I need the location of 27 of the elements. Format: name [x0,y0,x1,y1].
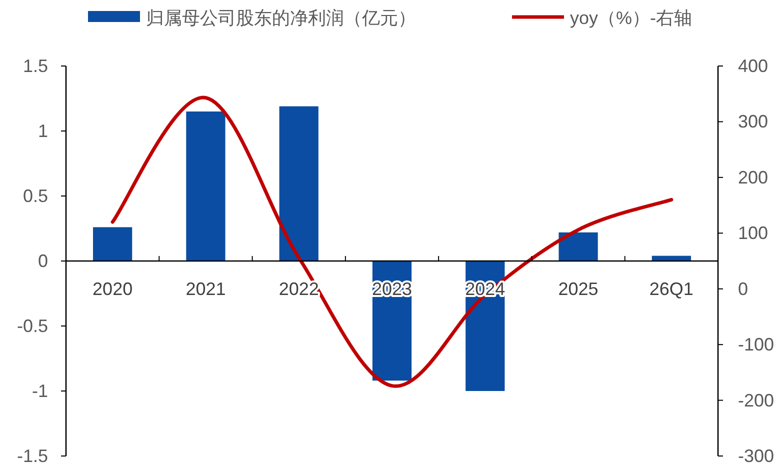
bar [279,106,318,261]
y2-tick-label: 400 [738,56,768,76]
bar [558,232,598,261]
y2-tick-label: 200 [738,167,768,188]
y-tick-label: 0 [38,251,48,271]
bar [186,112,226,261]
y2-tick-label: -100 [738,334,774,355]
x-tick-label: 26Q1 [649,279,694,299]
bar [93,227,132,261]
y2-tick-label: 300 [738,112,768,132]
y-tick-label: 0.5 [22,186,48,206]
y-tick-label: 1.5 [22,56,48,76]
y-tick-label: -1.5 [16,446,48,466]
x-tick-label: 2021 [186,279,226,299]
y2-tick-label: 100 [738,223,768,244]
y2-tick-label: -200 [738,390,774,410]
y-tick-label: -1 [32,381,48,401]
y-tick-label: 1 [38,121,48,141]
y2-tick-label: -300 [738,446,774,466]
y-tick-label: -0.5 [16,316,48,336]
x-tick-label: 2023 [372,279,412,299]
x-tick-label: 2025 [558,279,598,299]
x-tick-label: 2020 [92,279,133,299]
legend-label: yoy（%）-右轴 [570,8,692,28]
x-tick-label: 2022 [278,279,319,299]
legend-label: 归属母公司股东的净利润（亿元） [146,8,416,28]
y2-tick-label: 0 [738,278,748,299]
